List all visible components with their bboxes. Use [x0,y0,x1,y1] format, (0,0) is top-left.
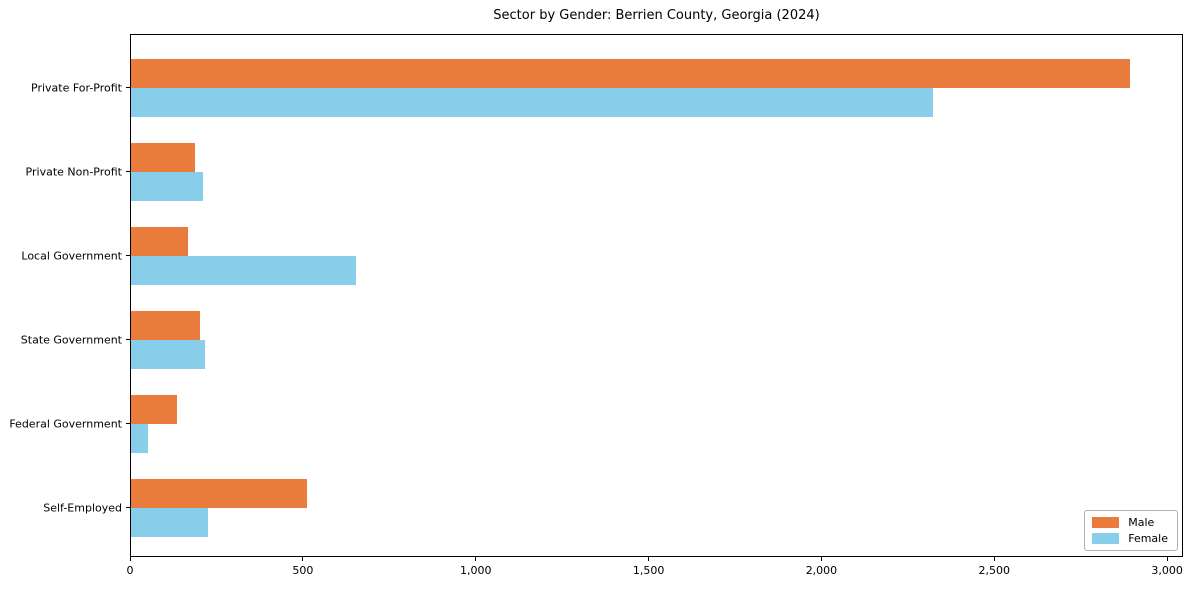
y-axis-label: State Government [20,333,122,347]
bar-male [131,310,200,340]
x-tick-mark [993,557,995,561]
x-axis-tick-label: 3,000 [1151,564,1183,577]
bar-female [131,87,933,117]
y-axis-label: Federal Government [9,417,122,431]
legend-label: Female [1128,532,1168,545]
y-axis-label: Local Government [21,249,122,263]
legend-row: Male [1092,517,1168,528]
x-tick-mark [820,557,822,561]
x-tick-mark [1166,557,1168,561]
x-tick-mark [648,557,650,561]
legend-row: Female [1092,533,1168,544]
bar-male [131,58,1130,88]
x-axis-tick-label: 1,500 [632,564,665,577]
y-tick-mark [126,339,130,341]
x-axis-tick-label: 2,500 [978,564,1011,577]
y-axis-label: Private For-Profit [31,81,122,95]
x-tick-mark [475,557,477,561]
y-axis-label: Self-Employed [43,501,122,515]
bar-male [131,226,188,256]
legend-swatch-female [1092,533,1120,544]
legend-swatch-male [1092,517,1120,528]
y-tick-mark [126,423,130,425]
bar-female [131,255,356,285]
x-tick-mark [129,557,131,561]
bar-male [131,394,177,424]
plot-area: Male Female [130,34,1183,557]
x-axis-tick-label: 2,000 [805,564,838,577]
bar-male [131,478,307,508]
y-tick-mark [126,87,130,89]
bar-female [131,423,148,453]
x-tick-mark [302,557,304,561]
legend: Male Female [1084,510,1178,551]
y-tick-mark [126,171,130,173]
x-axis-tick-label: 0 [126,564,134,577]
y-tick-mark [126,255,130,257]
bar-female [131,171,203,201]
y-tick-mark [126,507,130,509]
legend-label: Male [1128,516,1155,529]
y-axis-label: Private Non-Profit [25,165,122,179]
x-axis-tick-label: 1,000 [459,564,492,577]
chart-title: Sector by Gender: Berrien County, Georgi… [493,8,820,23]
bar-male [131,142,195,172]
bar-female [131,507,208,537]
bar-female [131,339,205,369]
x-axis-tick-label: 500 [292,564,314,577]
